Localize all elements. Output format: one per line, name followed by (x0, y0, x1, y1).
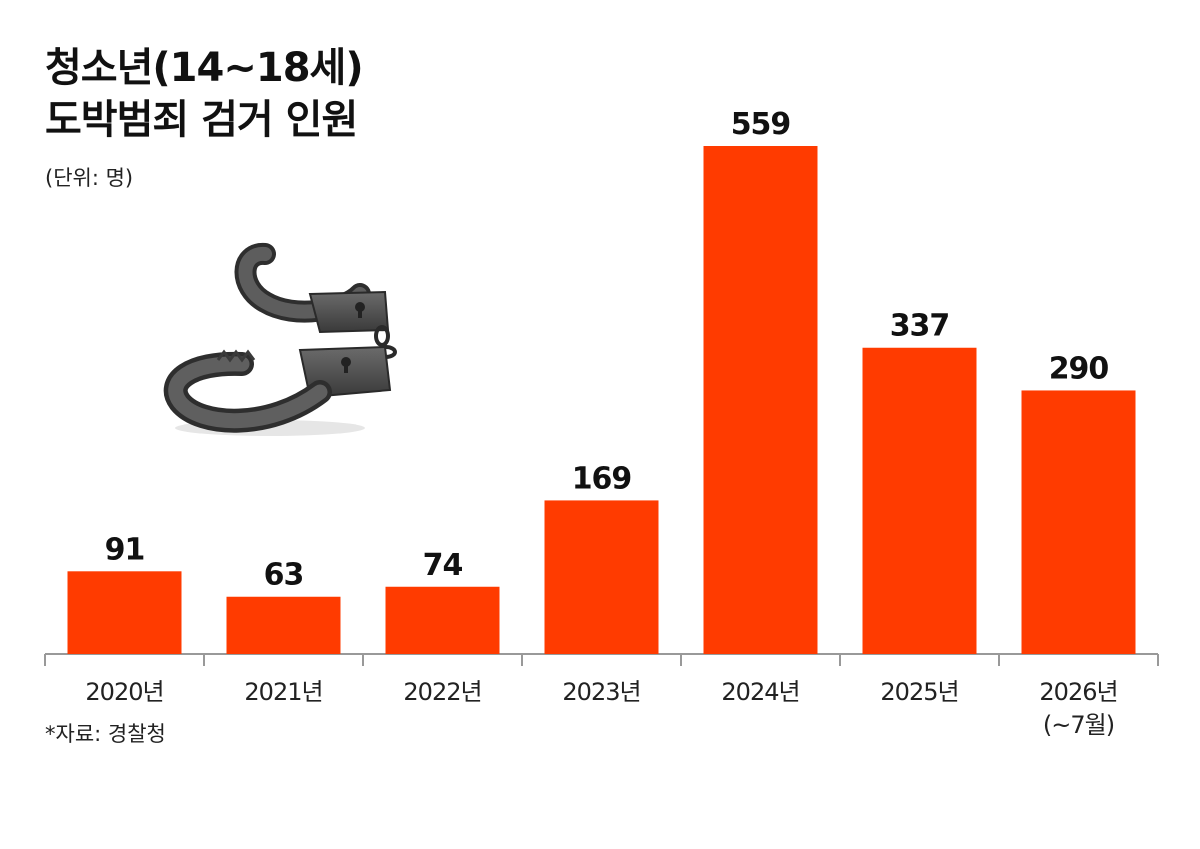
x-tick-label: 2022년 (403, 678, 481, 706)
bar (385, 586, 500, 654)
unit-label: (단위: 명) (45, 166, 134, 190)
source-label: *자료: 경찰청 (45, 722, 166, 746)
x-tick-label: 2020년 (85, 678, 163, 706)
title-line-1: 청소년(14~18세) (45, 45, 364, 91)
x-tick-label: 2024년 (721, 678, 799, 706)
x-tick-label: 2023년 (562, 678, 640, 706)
x-tick-label: 2026년 (1039, 678, 1117, 706)
data-label: 74 (423, 548, 463, 583)
title-line-2: 도박범죄 검거 인원 (45, 97, 358, 143)
x-tick-label: (~7월) (1043, 711, 1114, 739)
bar (226, 596, 341, 654)
bar (862, 347, 977, 654)
handcuffs-icon (163, 243, 397, 436)
bar (1021, 390, 1136, 654)
x-tick-label: 2025년 (880, 678, 958, 706)
bar (703, 146, 818, 654)
data-label: 559 (731, 107, 791, 142)
bar (67, 571, 182, 654)
chart-title: 청소년(14~18세) 도박범죄 검거 인원 (45, 42, 364, 146)
x-tick-label: 2021년 (244, 678, 322, 706)
bar (544, 500, 659, 654)
data-label: 290 (1049, 351, 1109, 386)
data-label: 63 (264, 558, 304, 593)
data-label: 337 (890, 309, 950, 344)
data-label: 169 (572, 461, 632, 496)
data-label: 91 (105, 532, 145, 567)
